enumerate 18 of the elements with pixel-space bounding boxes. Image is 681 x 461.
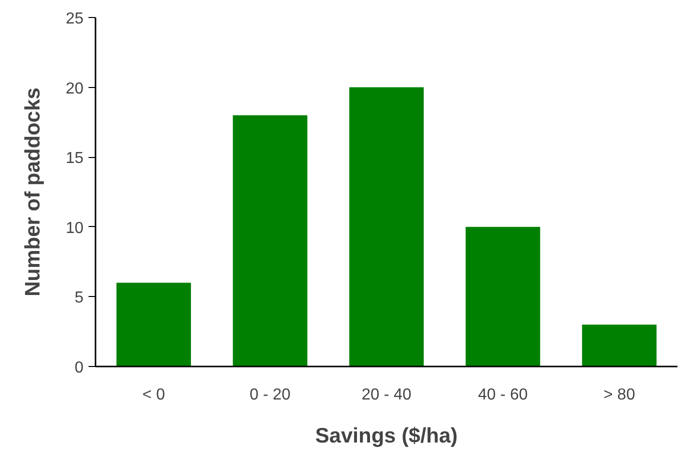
bar [116, 282, 191, 366]
y-tick-label: 0 [74, 360, 84, 376]
bar [349, 87, 424, 366]
bar [232, 115, 308, 366]
x-tick-label: < 0 [142, 386, 166, 404]
y-tick-label: 15 [66, 150, 84, 168]
y-tick-label: 20 [66, 80, 84, 98]
y-tick-label: 25 [66, 10, 84, 28]
y-tick-label: 5 [74, 290, 84, 307]
x-tick-label: 20 - 40 [362, 386, 412, 404]
y-axis-title: Number of paddocks [22, 88, 45, 296]
x-axis-title: Savings ($/ha) [315, 424, 458, 448]
x-tick-label: 40 - 60 [478, 386, 528, 404]
x-tick-label: 0 - 20 [250, 386, 291, 404]
bar [582, 324, 657, 366]
bar [466, 226, 540, 366]
x-tick-label: > 80 [604, 386, 636, 404]
y-tick-label: 10 [66, 220, 84, 237]
